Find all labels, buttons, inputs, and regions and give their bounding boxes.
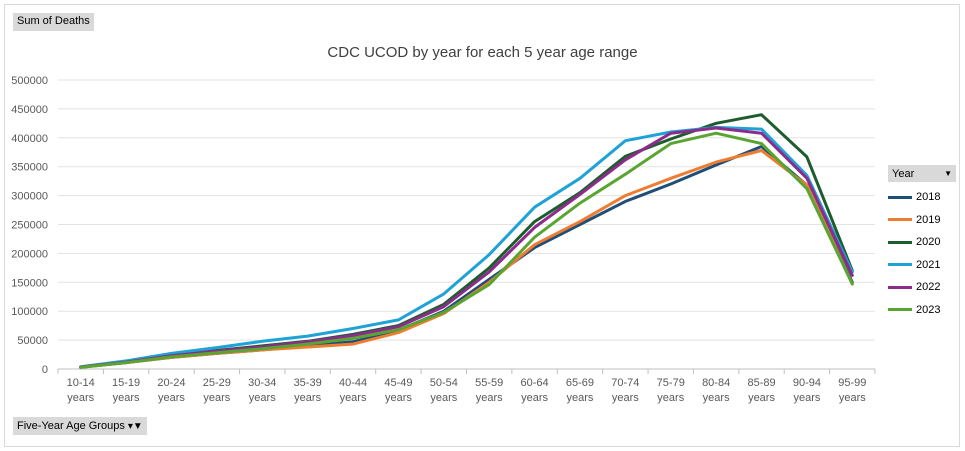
dropdown-arrow-icon[interactable]: ▼ (944, 169, 952, 178)
legend-swatch (888, 218, 912, 222)
series-line-2022 (79, 126, 854, 369)
x-tick-label-line2: years (839, 392, 866, 404)
filter-dropdown-icon[interactable]: ▾▼ (127, 420, 143, 432)
legend-label: 2022 (916, 281, 941, 294)
x-tick-label-line2: years (476, 392, 503, 404)
x-tick-label-line2: years (113, 392, 140, 404)
y-tick-label: 400000 (11, 133, 48, 145)
chart-title: CDC UCOD by year for each 5 year age ran… (327, 44, 638, 61)
legend-swatch (888, 308, 912, 312)
x-tick-label-line2: years (521, 392, 548, 404)
x-tick-label-line2: years (203, 392, 230, 404)
x-tick-label-line2: years (294, 392, 321, 404)
legend-item-2021: 2021 (888, 254, 956, 277)
series-line-2023 (79, 131, 854, 369)
legend-label: 2019 (916, 213, 941, 226)
y-tick-label: 200000 (11, 248, 48, 260)
legend-label: 2021 (916, 258, 941, 271)
legend-label: 2023 (916, 303, 941, 316)
series-line-2021 (79, 125, 854, 369)
legend-item-2018: 2018 (888, 186, 956, 209)
x-tick-label-line2: years (67, 392, 94, 404)
x-tick-label: 10-14 (67, 377, 95, 389)
x-tick-label: 25-29 (203, 377, 231, 389)
y-tick-label: 450000 (11, 104, 48, 116)
x-tick-label: 60-64 (521, 377, 549, 389)
series-line-2020 (79, 113, 854, 369)
axis-field-button[interactable]: Five-Year Age Groups ▾▼ (13, 417, 147, 435)
x-tick-label-line2: years (385, 392, 412, 404)
legend: Year ▼ 2018 2019 2020 2021 2022 2023 (888, 165, 956, 321)
series-line-2018 (79, 145, 854, 369)
x-tick-label-line2: years (748, 392, 775, 404)
x-tick-label-line2: years (340, 392, 367, 404)
y-tick-label: 300000 (11, 191, 48, 203)
legend-item-2023: 2023 (888, 299, 956, 322)
x-tick-label-line2: years (249, 392, 276, 404)
x-tick-label: 55-59 (475, 377, 503, 389)
x-tick-label-line2: years (567, 392, 594, 404)
legend-item-2020: 2020 (888, 231, 956, 254)
x-tick-label: 90-94 (793, 377, 821, 389)
x-tick-label: 65-69 (566, 377, 594, 389)
x-tick-label: 80-84 (702, 377, 730, 389)
x-tick-label-line2: years (703, 392, 730, 404)
series-line-2019 (79, 149, 854, 369)
x-tick-label: 20-24 (157, 377, 185, 389)
x-tick-label: 50-54 (430, 377, 458, 389)
x-tick-label-line2: years (158, 392, 185, 404)
x-tick-label: 40-44 (339, 377, 367, 389)
legend-swatch (888, 285, 912, 289)
x-tick-label: 35-39 (294, 377, 322, 389)
x-tick-label: 70-74 (611, 377, 639, 389)
legend-swatch (888, 240, 912, 244)
y-tick-label: 350000 (11, 162, 48, 174)
legend-field-button[interactable]: Year ▼ (888, 165, 956, 182)
x-tick-label-line2: years (657, 392, 684, 404)
legend-label: 2020 (916, 236, 941, 249)
legend-item-2022: 2022 (888, 276, 956, 299)
chart-area (4, 4, 960, 447)
value-field-button[interactable]: Sum of Deaths (13, 13, 94, 31)
value-field-label: Sum of Deaths (17, 15, 90, 27)
axis-field-label: Five-Year Age Groups (17, 420, 125, 432)
y-tick-label: 150000 (11, 277, 48, 289)
y-tick-label: 100000 (11, 306, 48, 318)
x-tick-label-line2: years (430, 392, 457, 404)
y-tick-label: 50000 (17, 335, 48, 347)
y-tick-label: 500000 (11, 75, 48, 87)
x-tick-label: 45-49 (384, 377, 412, 389)
x-tick-label-line2: years (793, 392, 820, 404)
legend-label: 2018 (916, 191, 941, 204)
x-tick-label: 95-99 (838, 377, 866, 389)
legend-swatch (888, 195, 912, 199)
y-tick-label: 250000 (11, 220, 48, 232)
x-tick-label: 15-19 (112, 377, 140, 389)
y-tick-label: 0 (42, 364, 48, 376)
x-tick-label-line2: years (612, 392, 639, 404)
legend-item-2019: 2019 (888, 209, 956, 232)
x-tick-label: 75-79 (657, 377, 685, 389)
x-tick-label: 30-34 (248, 377, 276, 389)
legend-field-label: Year (892, 167, 915, 180)
x-tick-label: 85-89 (747, 377, 775, 389)
legend-swatch (888, 263, 912, 267)
